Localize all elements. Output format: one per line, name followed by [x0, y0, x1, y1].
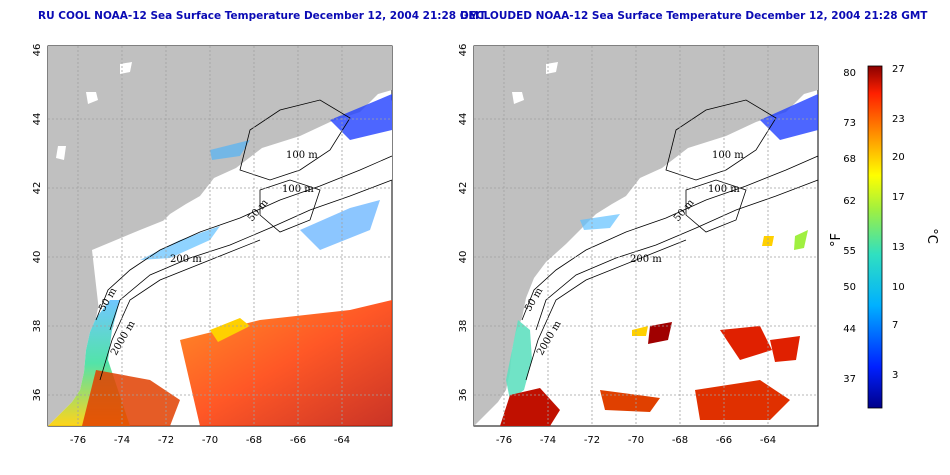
left-x-tick: -76: [70, 435, 86, 446]
right-grid: [474, 46, 818, 426]
right-y-tick: 42: [458, 182, 469, 195]
right-x-tick: -74: [540, 435, 556, 446]
celsius-axis-label: °C: [924, 228, 939, 244]
left-contour-label: 200 m: [170, 254, 202, 265]
left-x-axis: -76 -74 -72 -70 -68 -66 -64: [70, 435, 350, 446]
left-bathymetry-contours: [95, 99, 393, 381]
fahrenheit-tick: 44: [843, 324, 856, 335]
left-x-tick: -68: [246, 435, 262, 446]
right-x-tick: -70: [628, 435, 644, 446]
fahrenheit-tick: 50: [843, 282, 856, 293]
right-x-tick: -64: [760, 435, 776, 446]
fahrenheit-tick: 68: [843, 154, 856, 165]
celsius-tick: 27: [892, 64, 905, 75]
celsius-tick: 3: [892, 370, 898, 381]
celsius-tick: 20: [892, 152, 905, 163]
celsius-tick: 10: [892, 282, 905, 293]
left-y-tick: 38: [32, 320, 43, 333]
celsius-tick: 23: [892, 114, 905, 125]
left-y-axis: 36 38 40 42 44 46: [32, 44, 43, 402]
fahrenheit-tick: 37: [843, 374, 856, 385]
celsius-tick: 17: [892, 192, 905, 203]
fahrenheit-tick: 73: [843, 118, 856, 129]
right-map-panel: 100 m 100 m 50 m 200 m 50 m 2000 m -76 -…: [458, 44, 819, 446]
left-x-tick: -64: [334, 435, 350, 446]
right-contour-label: 200 m: [630, 254, 662, 265]
left-map-panel: 100 m 100 m 50 m 200 m 50 m 2000 m -76 -…: [32, 44, 393, 446]
celsius-tick: 13: [892, 242, 905, 253]
left-y-tick: 42: [32, 182, 43, 195]
celsius-tick: 7: [892, 320, 898, 331]
right-y-tick: 46: [458, 44, 469, 57]
right-contour-label: 100 m: [708, 184, 740, 195]
left-grid: [48, 46, 392, 426]
left-sst-field: [48, 94, 392, 426]
right-y-tick: 36: [458, 389, 469, 402]
left-contour-label: 100 m: [282, 184, 314, 195]
colorbar-c-ticks: 27 23 20 17 13 10 7 3: [892, 64, 905, 381]
left-y-tick: 46: [32, 44, 43, 57]
left-land: [48, 46, 392, 426]
right-map-title: DECLOUDED NOAA-12 Sea Surface Temperatur…: [460, 10, 928, 22]
right-land: [474, 46, 818, 426]
right-x-tick: -66: [716, 435, 732, 446]
left-y-tick: 44: [32, 113, 43, 126]
fahrenheit-tick: 55: [843, 246, 856, 257]
left-x-tick: -70: [202, 435, 218, 446]
right-y-tick: 40: [458, 251, 469, 264]
right-contour-label: 100 m: [712, 150, 744, 161]
left-y-tick: 40: [32, 251, 43, 264]
left-contour-label: 100 m: [286, 150, 318, 161]
right-x-axis: -76 -74 -72 -70 -68 -66 -64: [496, 435, 776, 446]
left-x-tick: -72: [158, 435, 174, 446]
temperature-colorbar: 80 73 68 62 55 50 44 37 27 23 20 17 13 1…: [829, 64, 939, 409]
left-y-tick: 36: [32, 389, 43, 402]
right-x-tick: -76: [496, 435, 512, 446]
fahrenheit-tick: 62: [843, 196, 856, 207]
fahrenheit-tick: 80: [843, 68, 856, 79]
fahrenheit-axis-label: °F: [829, 233, 844, 247]
right-y-tick: 38: [458, 320, 469, 333]
right-y-tick: 44: [458, 113, 469, 126]
left-x-tick: -66: [290, 435, 306, 446]
right-bathymetry-contours: [521, 99, 819, 381]
left-map-title: RU COOL NOAA-12 Sea Surface Temperature …: [38, 10, 486, 22]
right-x-tick: -68: [672, 435, 688, 446]
right-y-axis: 36 38 40 42 44 46: [458, 44, 469, 402]
right-sst-field: [500, 94, 818, 426]
colorbar-gradient: [867, 65, 883, 409]
colorbar-f-ticks: 80 73 68 62 55 50 44 37: [843, 68, 856, 385]
left-x-tick: -74: [114, 435, 130, 446]
right-x-tick: -72: [584, 435, 600, 446]
